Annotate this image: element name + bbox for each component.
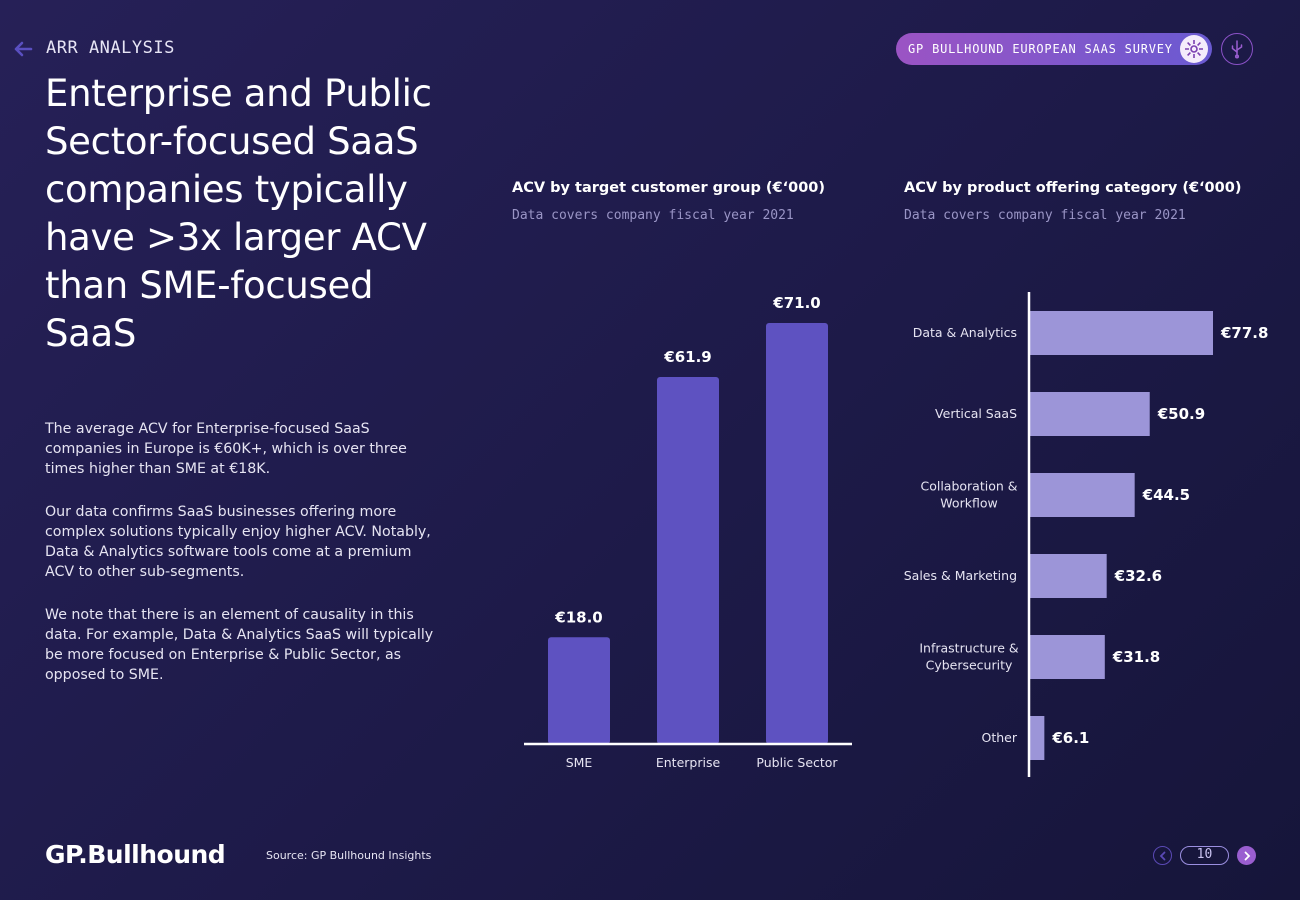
y-tick-label: Data & Analytics (913, 325, 1017, 340)
bar (548, 637, 610, 744)
y-tick-label: Vertical SaaS (935, 406, 1017, 421)
usb-button[interactable] (1221, 33, 1253, 65)
bar-value-label: €6.1 (1051, 729, 1089, 747)
section-label: ARR ANALYSIS (46, 38, 175, 58)
y-tick-label: Other (982, 730, 1018, 745)
next-page-button[interactable] (1237, 846, 1256, 865)
survey-label: GP BULLHOUND EUROPEAN SAAS SURVEY (908, 42, 1173, 56)
x-tick-label: SME (566, 755, 593, 770)
bar-value-label: €18.0 (554, 608, 602, 626)
bar-value-label: €77.8 (1220, 324, 1268, 342)
y-tick-label: Sales & Marketing (904, 568, 1017, 583)
chevron-right-icon (1244, 851, 1250, 860)
bar-value-label: €32.6 (1114, 567, 1162, 585)
source-note: Source: GP Bullhound Insights (266, 849, 432, 862)
bar (1030, 716, 1045, 760)
page-title: Enterprise and Public Sector-focused Saa… (45, 72, 432, 355)
brand-logo: GP.Bullhound (45, 840, 226, 869)
page-number[interactable]: 10 (1180, 846, 1229, 865)
bar (766, 323, 828, 744)
chart-acv-by-product-category: €77.8 Data & Analytics €50.9 Vertical SaaS €… (904, 292, 1268, 777)
bar-value-label: €44.5 (1142, 486, 1190, 504)
bar (1030, 554, 1107, 598)
chart2-subtitle: Data covers company fiscal year 2021 (904, 208, 1186, 223)
bar (1030, 635, 1105, 679)
flower-badge-icon (1180, 35, 1208, 63)
chevron-left-icon (1159, 851, 1165, 860)
survey-badge[interactable]: GP BULLHOUND EUROPEAN SAAS SURVEY (896, 33, 1212, 65)
bar (1030, 392, 1150, 436)
bar (657, 376, 719, 744)
y-tick-label: Collaboration & Workflow (920, 479, 1017, 511)
bar-value-label: €61.9 (663, 348, 711, 366)
bar (1030, 311, 1213, 355)
arrow-left-icon[interactable] (12, 38, 34, 60)
prev-page-button[interactable] (1153, 846, 1172, 865)
chart2-title: ACV by product offering category (€‘000) (904, 180, 1242, 196)
x-tick-label: Enterprise (656, 755, 721, 770)
body-paragraph: The average ACV for Enterprise-focused S… (45, 421, 407, 477)
usb-icon (1231, 40, 1243, 59)
body-paragraph: We note that there is an element of caus… (45, 607, 434, 683)
bar-value-label: €71.0 (772, 294, 820, 312)
chart1-subtitle: Data covers company fiscal year 2021 (512, 208, 794, 223)
chart-acv-by-customer-group: €18.0 SME €61.9 Enterprise €71.0 Public Secto… (524, 294, 852, 770)
bar-value-label: €50.9 (1157, 405, 1205, 423)
bar-value-label: €31.8 (1112, 648, 1160, 666)
bar (1030, 473, 1135, 517)
body-paragraph: Our data confirms SaaS businesses offeri… (45, 504, 431, 580)
x-tick-label: Public Sector (756, 755, 838, 770)
y-tick-label: Infrastructure & Cybersecurity (919, 641, 1019, 673)
chart1-title: ACV by target customer group (€‘000) (512, 180, 826, 196)
